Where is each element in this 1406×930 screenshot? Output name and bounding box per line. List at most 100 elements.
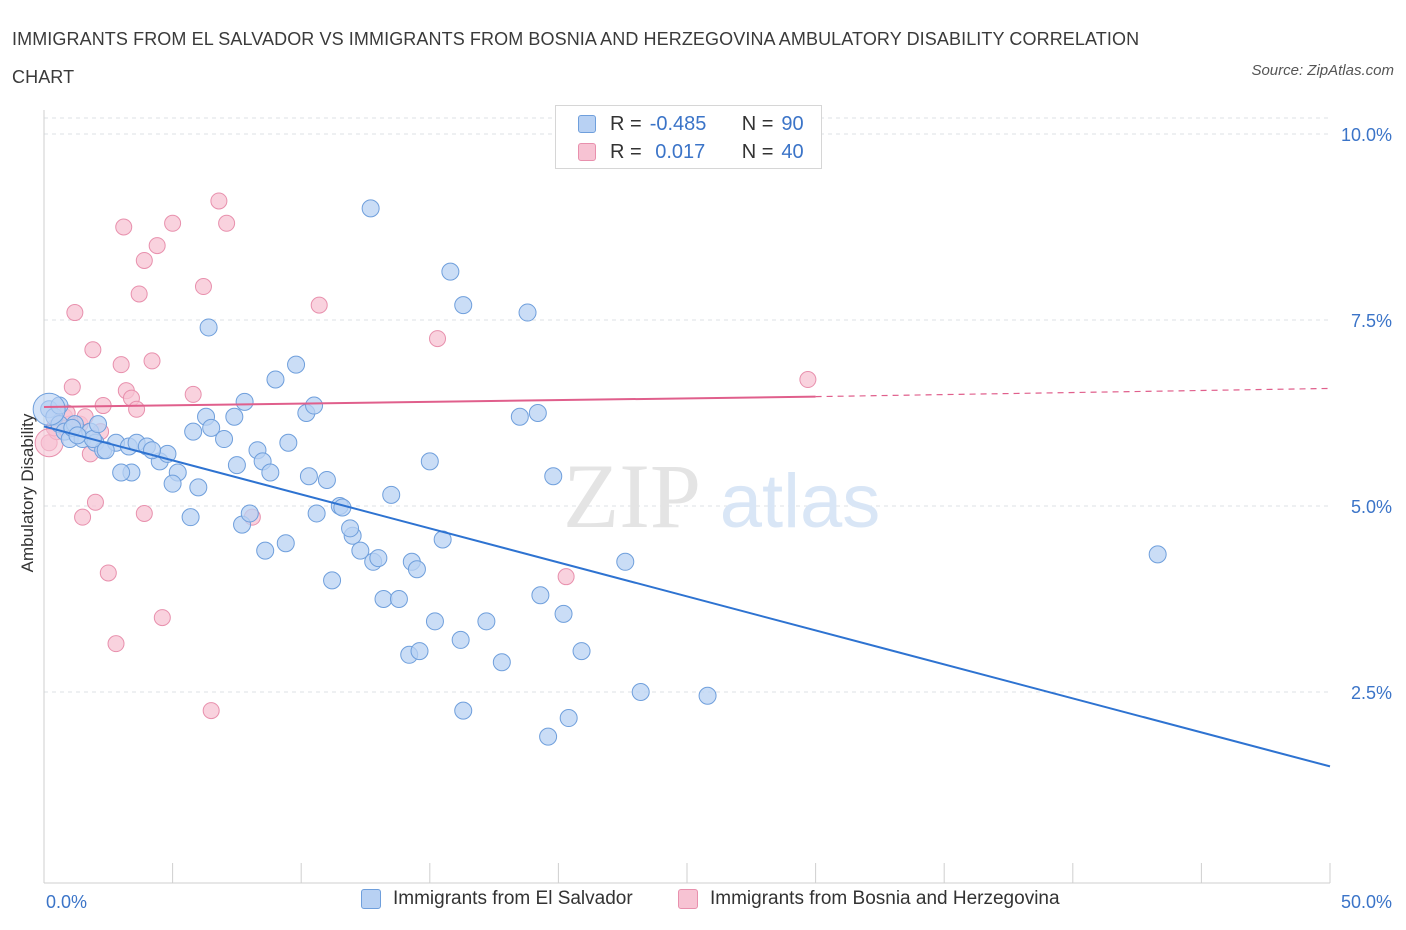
data-point-el-salvador (425, 612, 444, 631)
data-point-el-salvador (256, 541, 275, 560)
trendline-bosnia-extension (815, 387, 1331, 398)
stats-r-label: R = (610, 112, 642, 135)
trendline-bosnia (43, 395, 816, 409)
data-point-el-salvador (341, 519, 360, 538)
data-point-bosnia (218, 214, 236, 232)
watermark-zip: ZIP (563, 445, 701, 547)
data-point-bosnia (128, 400, 146, 418)
data-point-el-salvador (454, 701, 473, 720)
data-point-el-salvador (261, 463, 280, 482)
stats-swatch-blue (578, 115, 596, 133)
data-point-bosnia (184, 385, 202, 403)
data-point-el-salvador (528, 404, 547, 422)
data-point-el-salvador (361, 199, 380, 218)
data-point-el-salvador (287, 355, 306, 374)
data-point-el-salvador (279, 433, 298, 452)
data-point-el-salvador (492, 653, 511, 672)
data-point-el-salvador (184, 422, 203, 441)
data-point-el-salvador (225, 407, 244, 426)
data-point-bosnia (74, 508, 92, 526)
data-point-el-salvador (454, 296, 473, 315)
data-point-el-salvador (317, 470, 336, 489)
data-point-bosnia (63, 378, 81, 396)
stats-n-value: 90 (781, 112, 804, 135)
data-point-el-salvador (544, 467, 563, 486)
data-point-el-salvador (539, 727, 558, 746)
legend-item-el-salvador[interactable]: Immigrants from El Salvador (361, 888, 633, 910)
x-tick-label-max: 50.0% (1341, 892, 1392, 912)
data-point-el-salvador (382, 485, 401, 504)
data-point-el-salvador (32, 392, 66, 426)
stats-row-bosnia: R = 0.017 N = 40 (578, 139, 804, 165)
data-point-bosnia (107, 635, 125, 653)
stats-r-label: R = (610, 140, 642, 163)
data-point-el-salvador (307, 504, 326, 523)
data-point-el-salvador (189, 478, 208, 497)
data-point-el-salvador (531, 586, 550, 605)
data-point-el-salvador (374, 590, 393, 608)
data-point-bosnia (66, 304, 84, 322)
data-point-el-salvador (227, 456, 246, 475)
y-axis-label: Ambulatory Disability (18, 413, 37, 573)
y-tick-label: 7.5% (1351, 311, 1392, 331)
data-point-bosnia (153, 609, 171, 627)
data-point-bosnia (99, 564, 117, 582)
data-point-bosnia (210, 192, 228, 210)
data-point-el-salvador (323, 571, 342, 590)
data-point-el-salvador (266, 370, 285, 389)
legend-label-bosnia: Immigrants from Bosnia and Herzegovina (710, 888, 1060, 909)
tick-labels: 2.5% 5.0% 7.5% 10.0% 0.0% 50.0% (46, 125, 1392, 912)
stats-n-label: N = (741, 140, 774, 163)
data-point-el-salvador (1148, 545, 1167, 564)
y-tick-label: 10.0% (1341, 125, 1392, 145)
trendline-el-salvador (43, 425, 1331, 768)
data-point-bosnia (429, 330, 447, 348)
data-point-el-salvador (420, 452, 439, 471)
data-point-el-salvador (698, 686, 717, 705)
data-point-bosnia (799, 371, 817, 389)
chart-title: IMMIGRANTS FROM EL SALVADOR VS IMMIGRANT… (12, 29, 1140, 87)
legend-item-bosnia[interactable]: Immigrants from Bosnia and Herzegovina (678, 888, 1060, 910)
stats-n-value: 40 (781, 140, 804, 163)
data-point-el-salvador (631, 683, 650, 701)
data-point-el-salvador (163, 474, 182, 493)
data-point-bosnia (164, 214, 182, 232)
data-point-el-salvador (240, 504, 259, 523)
stats-r-value: -0.485 (649, 112, 707, 135)
trendlines (43, 387, 1331, 768)
data-point-el-salvador (181, 508, 200, 527)
data-point-bosnia (112, 356, 130, 374)
data-point-bosnia (135, 251, 153, 269)
stats-swatch-pink (578, 143, 596, 161)
stats-r-value: 0.017 (649, 140, 706, 163)
stats-n-label: N = (741, 112, 774, 135)
data-point-el-salvador (451, 630, 470, 649)
data-point-bosnia (148, 237, 166, 255)
data-point-el-salvador (199, 318, 218, 337)
data-point-el-salvador (441, 262, 460, 281)
legend-label-el-salvador: Immigrants from El Salvador (393, 888, 633, 909)
y-tick-label: 2.5% (1351, 683, 1392, 703)
data-point-el-salvador (369, 549, 388, 568)
y-tick-label: 5.0% (1351, 497, 1392, 517)
stats-row-el-salvador: R = -0.485 N = 90 (578, 111, 804, 137)
data-point-bosnia (135, 504, 153, 522)
data-point-el-salvador (305, 396, 324, 415)
data-point-bosnia (86, 493, 104, 511)
data-point-el-salvador (572, 642, 591, 661)
data-point-bosnia (202, 702, 220, 720)
watermark-atlas: atlas (720, 459, 881, 544)
legend-swatch-pink (678, 889, 698, 909)
data-point-el-salvador (616, 552, 635, 571)
data-point-bosnia (84, 341, 102, 359)
stats-legend: R = -0.485 N = 90 R = 0.017 N = 40 (555, 105, 822, 169)
data-point-el-salvador (559, 709, 578, 728)
data-point-el-salvador (351, 541, 370, 560)
data-point-el-salvador (89, 415, 108, 434)
data-point-el-salvador (477, 612, 496, 631)
bottom-legend: Immigrants from El Salvador Immigrants f… (0, 888, 1406, 918)
data-point-bosnia (310, 296, 328, 314)
data-point-bosnia (557, 568, 575, 586)
data-point-el-salvador (299, 467, 318, 486)
